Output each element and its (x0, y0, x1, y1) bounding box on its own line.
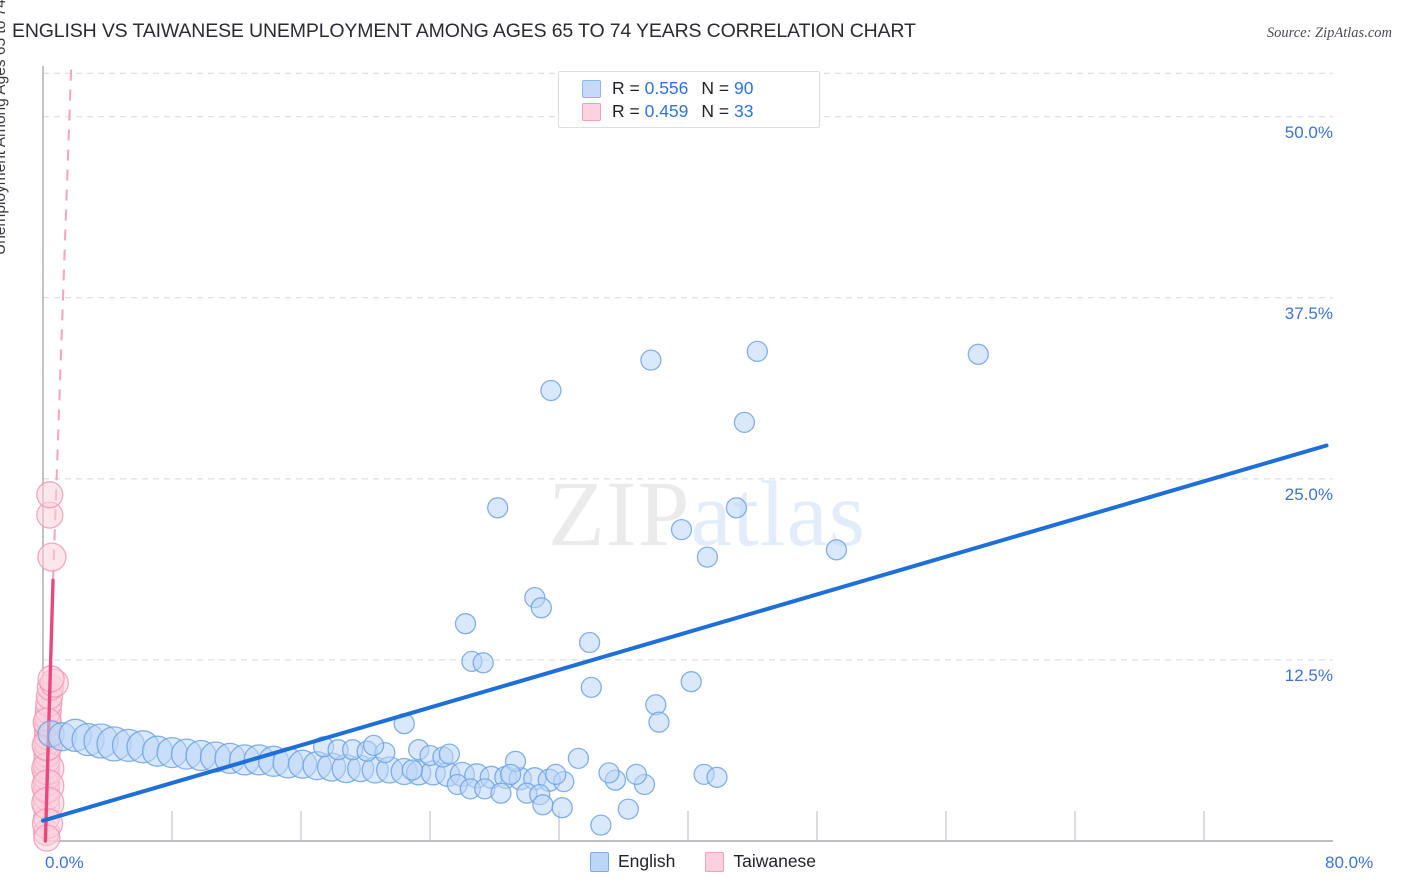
scatter-plot-svg (31, 65, 1333, 852)
points-group-taiwanese (31, 481, 69, 852)
source-attribution: Source: ZipAtlas.com (1266, 25, 1392, 41)
trendline-english (41, 443, 1329, 823)
points-group-english (37, 340, 989, 836)
data-point[interactable] (540, 379, 562, 402)
y-axis-tick-label: 37.5% (1284, 303, 1333, 323)
data-point[interactable] (490, 782, 512, 804)
data-point[interactable] (625, 763, 648, 786)
data-point[interactable] (578, 631, 601, 654)
data-point[interactable] (545, 763, 567, 786)
trendline-taiwanese (43, 578, 55, 843)
correlation-stats-box: R = 0.556 N = 90 R = 0.459 N = 33 (558, 71, 820, 128)
legend-swatch-english (589, 851, 609, 872)
data-point[interactable] (438, 743, 461, 765)
stats-text-english: R = 0.556 N = 90 (612, 78, 754, 98)
y-axis-tick-label: 50.0% (1284, 122, 1333, 142)
data-point[interactable] (530, 597, 552, 619)
data-point[interactable] (580, 676, 602, 699)
legend-item-english[interactable]: English (589, 851, 676, 872)
stats-r-value-english: 0.556 (644, 78, 689, 98)
x-axis-tick-label-min: 0.0% (45, 853, 84, 872)
stats-swatch-taiwanese (582, 102, 601, 121)
series-legend: English Taiwanese (0, 851, 1406, 872)
data-point[interactable] (680, 671, 702, 693)
data-point[interactable] (472, 652, 494, 674)
stats-row-english: R = 0.556 N = 90 (559, 77, 819, 100)
stats-n-value-taiwanese: 33 (733, 101, 754, 121)
data-point[interactable] (36, 481, 64, 509)
data-point[interactable] (499, 763, 522, 786)
legend-swatch-taiwanese (705, 851, 725, 872)
legend-item-taiwanese[interactable]: Taiwanese (705, 851, 816, 872)
data-point[interactable] (733, 411, 756, 434)
data-point[interactable] (590, 814, 612, 836)
data-point[interactable] (746, 340, 768, 363)
stats-n-value-english: 90 (733, 78, 754, 98)
data-point[interactable] (670, 518, 693, 541)
data-point[interactable] (532, 794, 554, 816)
data-point[interactable] (551, 797, 573, 819)
data-point[interactable] (645, 694, 667, 716)
data-point[interactable] (401, 759, 423, 781)
data-point[interactable] (567, 747, 590, 770)
legend-label-taiwanese: Taiwanese (733, 851, 817, 871)
data-point[interactable] (37, 542, 67, 572)
data-point[interactable] (487, 497, 509, 519)
stats-swatch-english (582, 79, 601, 98)
data-point[interactable] (598, 762, 620, 784)
y-axis-tick-label: 25.0% (1284, 484, 1333, 504)
page-title: ENGLISH VS TAIWANESE UNEMPLOYMENT AMONG … (12, 20, 916, 42)
y-axis-title: Unemployment Among Ages 65 to 74 years (0, 0, 9, 255)
data-point[interactable] (648, 711, 670, 733)
data-point[interactable] (725, 497, 748, 519)
plot-area: ZIPatlas (31, 65, 1333, 852)
stats-text-taiwanese: R = 0.459 N = 33 (612, 101, 754, 121)
data-point[interactable] (362, 734, 385, 757)
data-point[interactable] (617, 798, 639, 820)
data-point[interactable] (706, 766, 728, 788)
data-point[interactable] (825, 539, 848, 561)
x-axis-tick-label-max: 80.0% (1325, 853, 1374, 872)
y-axis-tick-label: 12.5% (1284, 665, 1333, 685)
stats-row-taiwanese: R = 0.459 N = 33 (559, 100, 819, 123)
stats-r-value-taiwanese: 0.459 (644, 101, 689, 121)
legend-label-english: English (617, 851, 676, 871)
data-point[interactable] (640, 349, 662, 371)
data-point[interactable] (696, 546, 719, 568)
data-point[interactable] (967, 343, 989, 365)
data-point[interactable] (454, 613, 477, 635)
